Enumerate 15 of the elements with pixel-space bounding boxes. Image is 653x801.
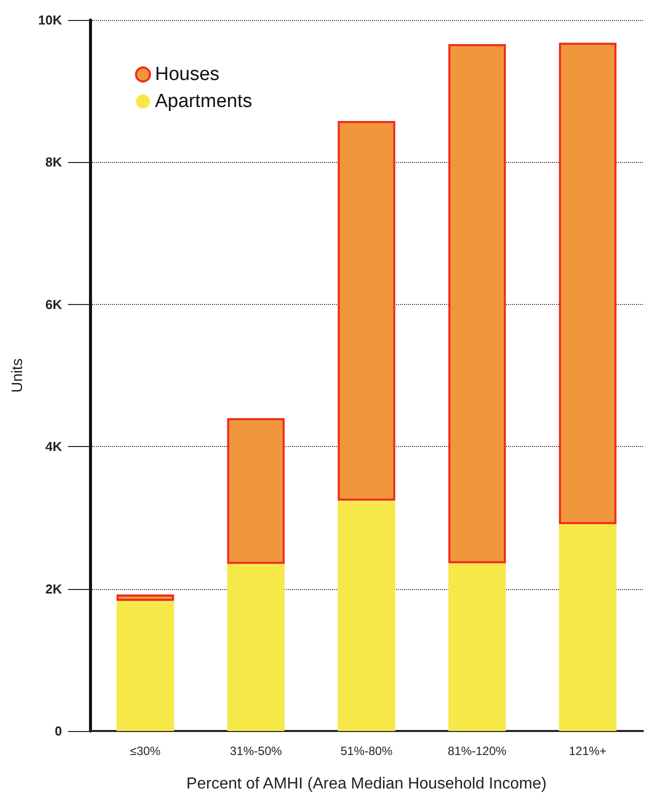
y-tick-label: 6K — [45, 296, 63, 312]
legend-label: Houses — [155, 64, 220, 85]
y-tick-label: 8K — [45, 154, 63, 170]
y-tick-label: 10K — [38, 12, 63, 28]
x-tick-label: 121%+ — [568, 744, 607, 758]
legend-label: Apartments — [155, 91, 252, 112]
x-tick-label: 81%-120% — [448, 744, 507, 758]
x-tick-label: ≤30% — [130, 744, 161, 758]
x-tick-label: 51%-80% — [340, 744, 393, 758]
y-tick-label: 4K — [45, 439, 63, 454]
y-tick-label: 2K — [45, 581, 63, 596]
x-axis-title: Percent of AMHI (Area Median Household Income) — [186, 776, 547, 792]
x-tick-label: 31%-50% — [230, 744, 282, 758]
y-axis-title: Units — [9, 358, 26, 393]
y-tick-label: 0 — [54, 724, 62, 738]
